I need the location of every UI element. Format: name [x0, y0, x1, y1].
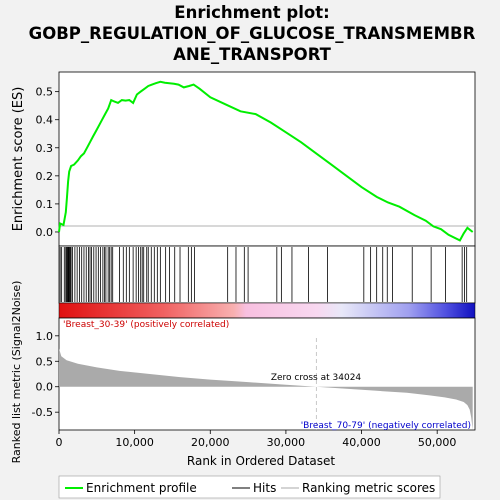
negative-correlation-label: 'Breast_70-79' (negatively correlated) [301, 421, 471, 431]
enrichment-profile-line [58, 80, 474, 242]
legend-metric-label: Ranking metric scores [302, 481, 435, 495]
x-tick-label: 0 [56, 436, 63, 449]
es-panel [58, 71, 476, 247]
x-tick-label: 10,000 [115, 436, 154, 449]
metric-tick-label: -0.5 [32, 406, 53, 419]
positive-correlation-label: 'Breast_30-39' (positively correlated) [63, 320, 229, 330]
metric-tick-label: 1.0 [36, 330, 54, 343]
es-axis-ticks: 0.0 0.1 0.2 0.3 0.4 0.5 [36, 86, 59, 239]
x-tick-label: 50,000 [418, 436, 457, 449]
hit-markers [59, 247, 468, 302]
es-tick-label: 0.3 [36, 142, 54, 155]
es-tick-label: 0.5 [36, 86, 54, 99]
hits-panel [58, 245, 476, 304]
metric-tick-label: 0.0 [36, 381, 54, 394]
rank-color-bar [58, 302, 476, 319]
chart-title-line-2: GOBP_REGULATION_OF_GLUCOSE_TRANSMEMBR [29, 24, 476, 43]
chart-title-line-3: ANE_TRANSPORT [173, 45, 332, 64]
x-tick-label: 40,000 [342, 436, 381, 449]
legend-profile-label: Enrichment profile [86, 481, 197, 495]
es-tick-label: 0.1 [36, 198, 54, 211]
zero-cross-label: Zero cross at 34024 [271, 373, 362, 383]
metric-axis-label: Ranked list metric (Signal2Noise) [10, 281, 23, 464]
legend [58, 475, 441, 499]
x-axis-label: Rank in Ordered Dataset [187, 454, 335, 468]
metric-tick-label: 0.5 [36, 355, 54, 368]
es-tick-label: 0.2 [36, 170, 54, 183]
es-axis-label: Enrichment score (ES) [11, 87, 26, 232]
metric-axis-ticks: 1.0 0.5 0.0 -0.5 [32, 330, 59, 419]
ranking-metric-area [59, 348, 473, 430]
x-tick-label: 20,000 [191, 436, 230, 449]
x-axis-ticks: 0 10,000 20,000 30,000 40,000 50,000 [56, 430, 457, 449]
es-tick-label: 0.4 [36, 114, 54, 127]
es-tick-label: 0.0 [36, 226, 54, 239]
chart-title-line-1: Enrichment plot: [174, 3, 329, 22]
x-tick-label: 30,000 [267, 436, 306, 449]
legend-hits-label: Hits [253, 481, 276, 495]
